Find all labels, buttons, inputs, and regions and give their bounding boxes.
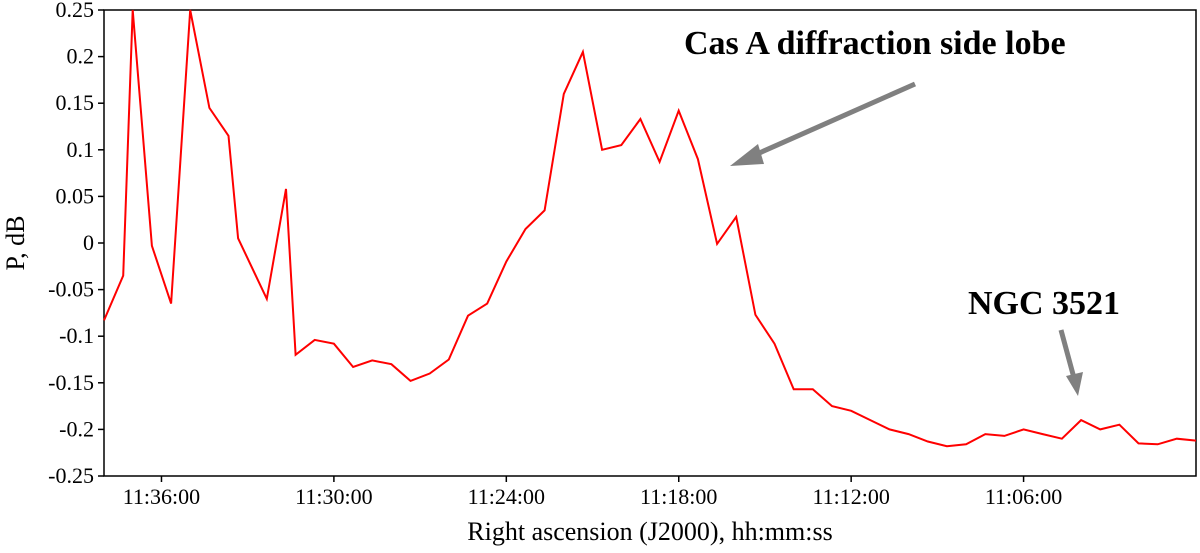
y-tick-label: 0.05 [56,183,95,208]
annotation-cas-a-text: Cas A diffraction side lobe [684,25,1066,62]
x-tick-label: 11:18:00 [640,484,717,509]
y-tick-label: 0.1 [67,137,95,162]
x-axis-ticks: 11:36:00 11:30:00 11:24:00 11:18:00 11:12:00… [123,476,1062,509]
annotation-ngc3521: NGC 3521 [968,285,1120,396]
y-tick-label: 0.15 [56,90,95,115]
y-tick-label: 0.25 [56,0,95,22]
y-axis-label: P, dB [1,216,30,271]
x-tick-label: 11:12:00 [812,484,889,509]
x-tick-label: 11:06:00 [985,484,1062,509]
y-tick-label: -0.05 [48,277,94,302]
y-axis-ticks: 0.25 0.2 0.15 0.1 0.05 0 -0.05 -0.1 -0.15 -0.2 -0.… [48,0,104,488]
y-tick-label: -0.15 [48,370,94,395]
annotation-cas-a-arrow-shaft [746,81,917,161]
y-tick-label: 0.2 [67,44,95,69]
annotation-ngc3521-text: NGC 3521 [968,285,1120,322]
annotation-cas-a-arrow-head [730,144,764,166]
y-tick-label: -0.1 [59,323,94,348]
series-line [103,9,1197,448]
x-tick-label: 11:30:00 [295,484,372,509]
y-tick-label: -0.25 [48,463,94,488]
series-points [103,9,1197,447]
plot-area-frame [103,9,1197,477]
y-tick-label: 0 [83,230,94,255]
annotation-ngc3521-arrow-shaft [1058,329,1077,379]
x-tick-label: 11:36:00 [123,484,200,509]
annotation-cas-a: Cas A diffraction side lobe [684,25,1066,166]
annotation-ngc3521-arrow-head [1066,372,1083,396]
y-tick-label: -0.2 [59,416,94,441]
x-axis-label: Right ascension (J2000), hh:mm:ss [467,517,832,546]
x-tick-label: 11:24:00 [468,484,545,509]
